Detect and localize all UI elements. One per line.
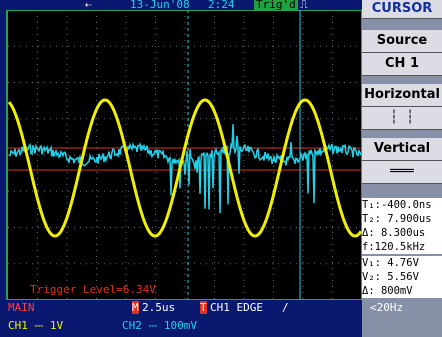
horizontal-icon[interactable]: ┆ ┆ [362,107,442,130]
mode: MAIN [8,301,35,314]
cursor-readout: Δ: 800mV [362,284,442,298]
usb-icon: ⇠ [85,0,92,10]
menu-item[interactable]: Horizontal [362,84,442,107]
menu-item[interactable]: CH 1 [362,53,442,76]
cursor-readout: T₁:-400.0ns [362,198,442,212]
cursor-readout: f:120.5kHz [362,240,442,254]
ch1-scale: CH1 ⎓ 1V [8,319,63,333]
menu-item[interactable]: Vertical [362,138,442,161]
trigger-badge: T [200,301,207,314]
timebase-badge: M [132,301,139,314]
pulse-icon: ⎍ [300,0,308,10]
frequency: <20Hz [370,301,403,314]
date: 13-Jun'08 [130,0,190,10]
slope: / [282,301,289,314]
vertical-icon[interactable]: ═══ [362,161,442,184]
scope-screen: ⇠ 13-Jun'08 2:24 Trig'd ⎍ Trigger Level=… [0,0,442,337]
cursor-readout: Δ: 8.300us [362,226,442,240]
menu-item[interactable]: Source [362,30,442,53]
status-bar: ⇠ 13-Jun'08 2:24 Trig'd ⎍ [0,0,362,10]
timebase: 2.5us [142,301,175,314]
time: 2:24 [208,0,235,10]
menu-title: CURSOR [362,0,442,19]
cursor-readout: V₁: 4.76V [362,256,442,270]
trigger-status: Trig'd [254,0,298,10]
waveform-area: Trigger Level=6.34V [0,10,362,300]
ch2-scale: CH2 ⎓ 100mV [122,319,197,333]
cursor-readout: V₂: 5.56V [362,270,442,284]
trigger: CH1 EDGE [210,301,263,314]
cursor-readout: T₂: 7.900us [362,212,442,226]
bottom-bar: MAIN M 2.5us T CH1 EDGE / CH1 ⎓ 1V CH2 ⎓… [0,301,362,337]
trigger-level: Trigger Level=6.34V [30,283,156,296]
